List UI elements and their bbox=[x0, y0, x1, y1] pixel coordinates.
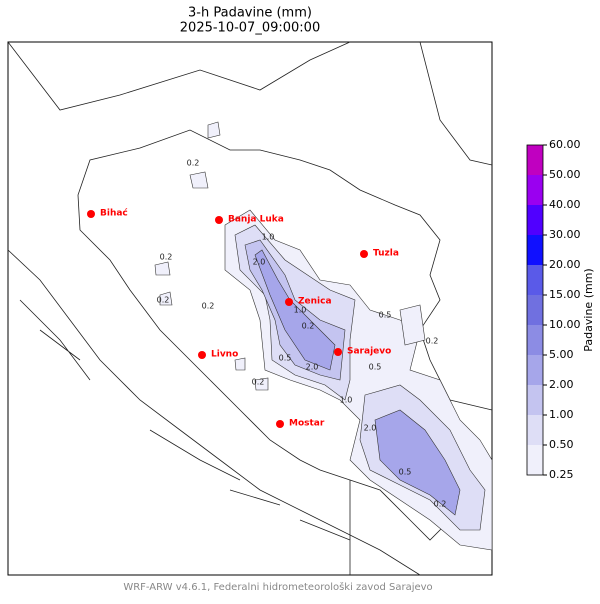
city-label: Livno bbox=[211, 350, 238, 360]
colorbar-tick-label: 60.00 bbox=[549, 138, 581, 151]
contour-label: 0.2 bbox=[434, 500, 447, 509]
contour-label: 2.0 bbox=[253, 258, 266, 267]
city-label: Sarajevo bbox=[347, 347, 391, 357]
contour-label: 1.0 bbox=[294, 306, 307, 315]
city-label: Banja Luka bbox=[228, 215, 284, 225]
city-marker bbox=[334, 348, 342, 356]
contour-label: 0.2 bbox=[187, 159, 200, 168]
contour-label: 0.5 bbox=[399, 468, 412, 477]
city-label: Tuzla bbox=[373, 249, 399, 259]
contour-label: 0.2 bbox=[160, 253, 173, 262]
colorbar-swatch bbox=[527, 175, 543, 205]
colorbar-swatch bbox=[527, 355, 543, 385]
colorbar-swatch bbox=[527, 415, 543, 445]
colorbar-tick-label: 20.00 bbox=[549, 258, 581, 271]
city-marker bbox=[215, 216, 223, 224]
colorbar-swatch bbox=[527, 235, 543, 265]
city-marker bbox=[87, 210, 95, 218]
colorbar-swatch bbox=[527, 295, 543, 325]
contour-label: 0.2 bbox=[157, 296, 170, 305]
contour-label: 0.5 bbox=[279, 354, 292, 363]
footer: WRF-ARW v4.6.1, Federalni hidrometeorolo… bbox=[123, 581, 432, 593]
colorbar-frame bbox=[526, 144, 544, 476]
contour-label: 2.0 bbox=[306, 363, 319, 372]
colorbar-tick-label: 50.00 bbox=[549, 168, 581, 181]
colorbar-tick-label: 5.00 bbox=[549, 348, 574, 361]
colorbar-swatch bbox=[527, 445, 543, 475]
contour-label: 1.0 bbox=[262, 233, 275, 242]
colorbar-tick-label: 2.00 bbox=[549, 378, 574, 391]
city-marker bbox=[285, 298, 293, 306]
city-marker bbox=[360, 250, 368, 258]
contour-label: 0.5 bbox=[369, 363, 382, 372]
colorbar-swatch bbox=[527, 145, 543, 175]
colorbar-swatch bbox=[527, 205, 543, 235]
colorbar-tick-label: 10.00 bbox=[549, 318, 581, 331]
contour-label: 0.2 bbox=[202, 302, 215, 311]
colorbar-swatch bbox=[527, 325, 543, 355]
city-label: Zenica bbox=[298, 297, 332, 307]
colorbar-swatch bbox=[527, 265, 543, 295]
title: 3-h Padavine (mm) bbox=[188, 6, 312, 21]
colorbar-tick-label: 15.00 bbox=[549, 288, 581, 301]
city-marker bbox=[276, 420, 284, 428]
contour-label: 2.0 bbox=[364, 424, 377, 433]
colorbar-tick-label: 1.00 bbox=[549, 408, 574, 421]
precipitation bbox=[154, 121, 493, 551]
colorbar-tick-label: 40.00 bbox=[549, 198, 581, 211]
colorbar-tick-label: 0.50 bbox=[549, 438, 574, 451]
contour-label: 0.2 bbox=[426, 337, 439, 346]
precip-area bbox=[254, 249, 336, 371]
city-marker bbox=[198, 351, 206, 359]
city-label: Bihać bbox=[100, 208, 128, 219]
contour-label: 0.5 bbox=[379, 311, 392, 320]
contour-label: 1.0 bbox=[340, 396, 353, 405]
subtitle: 2025-10-07_09:00:00 bbox=[180, 21, 320, 36]
precip-area bbox=[154, 121, 426, 391]
city-label: Mostar bbox=[289, 419, 325, 429]
colorbar-tick-label: 30.00 bbox=[549, 228, 581, 241]
colorbar-swatch bbox=[527, 385, 543, 415]
contour-label: 0.2 bbox=[252, 378, 265, 387]
precip-area bbox=[374, 409, 461, 516]
colorbar-tick-label: 0.25 bbox=[549, 468, 574, 481]
colorbar: Padavine (mm) 0.25 0.50 1.00 2.00 5.00 10.00 1… bbox=[526, 138, 595, 481]
colorbar-label: Padavine (mm) bbox=[582, 268, 595, 351]
contour-label: 0.2 bbox=[302, 322, 315, 331]
